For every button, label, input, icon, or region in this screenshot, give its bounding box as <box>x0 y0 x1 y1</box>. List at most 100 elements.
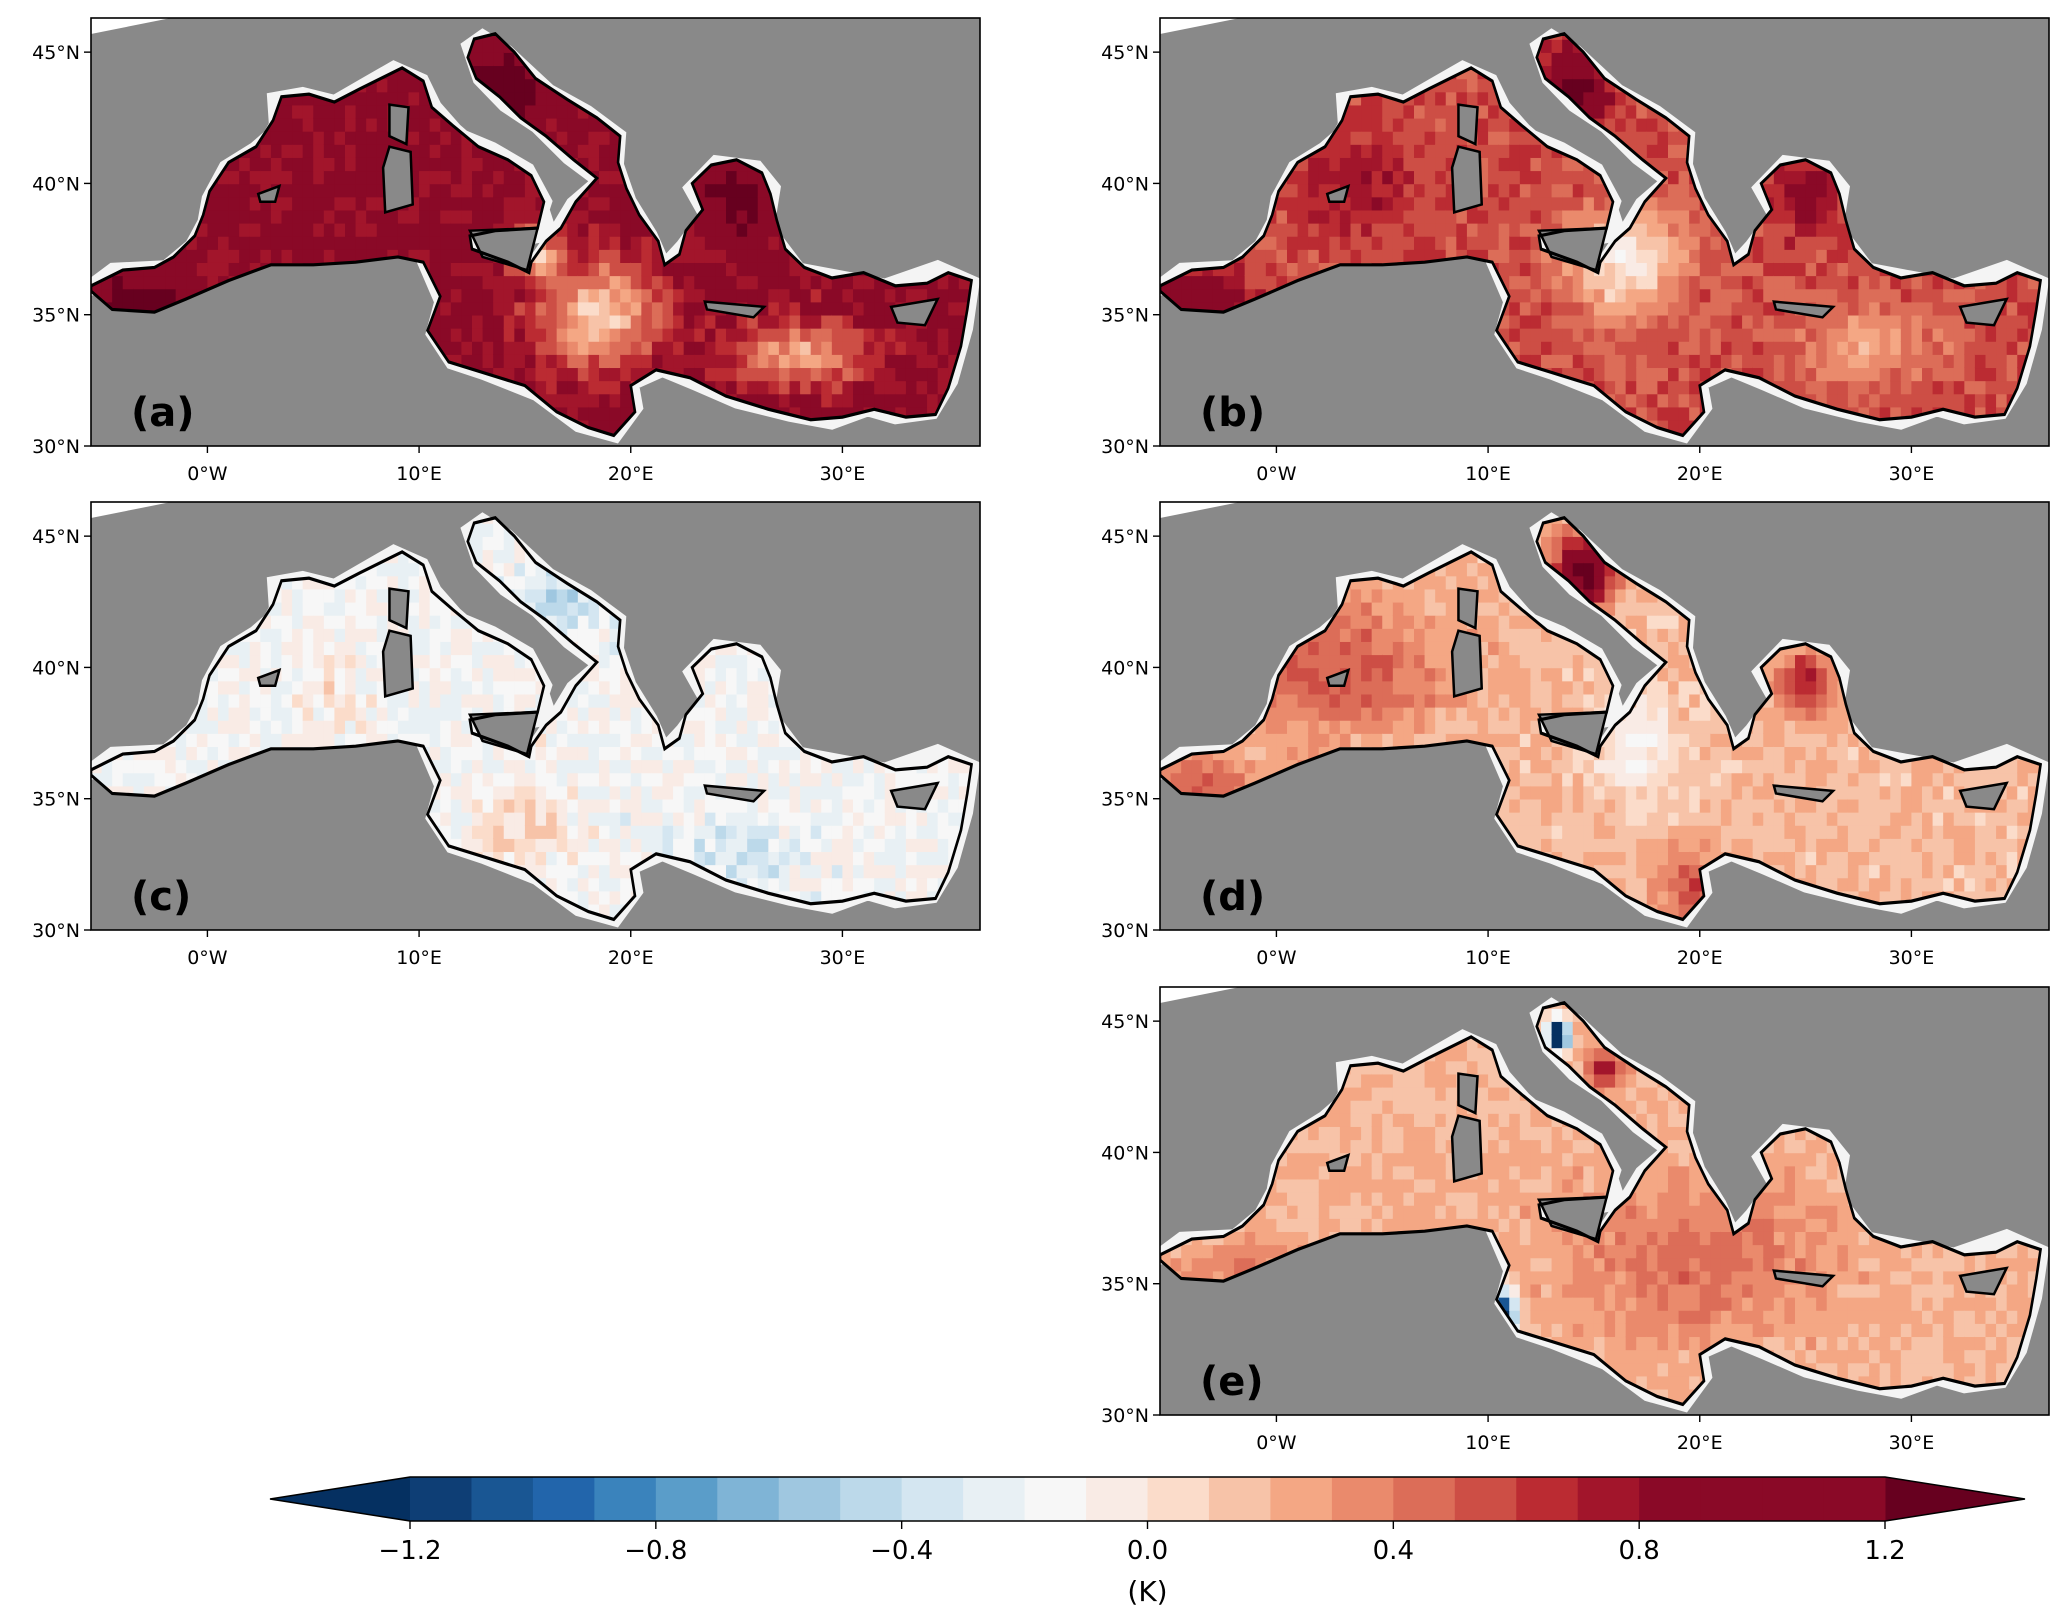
grid-cell <box>588 209 600 224</box>
grid-cell <box>694 275 706 290</box>
grid-cell <box>1403 196 1415 211</box>
grid-cell <box>863 354 875 369</box>
grid-cell <box>249 222 262 237</box>
grid-cell <box>1805 367 1817 382</box>
grid-cell <box>450 288 463 303</box>
grid-cell <box>175 275 188 290</box>
grid-cell <box>482 327 494 342</box>
grid-cell <box>757 354 770 369</box>
grid-cell <box>1371 235 1384 250</box>
grid-cell <box>1583 170 1595 185</box>
grid-cell <box>472 183 484 198</box>
grid-cell <box>281 235 293 250</box>
grid-cell <box>91 117 92 132</box>
grid-cell <box>1414 170 1426 185</box>
grid-cell <box>1509 301 1521 316</box>
grid-cell <box>546 301 558 316</box>
grid-cell <box>143 288 156 303</box>
grid-cell <box>874 314 886 329</box>
grid-cell <box>1773 196 1786 211</box>
grid-cell <box>260 157 272 172</box>
grid-cell <box>651 275 664 290</box>
grid-cell <box>1276 183 1288 198</box>
grid-cell <box>577 196 590 211</box>
grid-cell <box>1773 183 1786 198</box>
grid-cell <box>1371 157 1384 172</box>
grid-cell <box>1466 235 1479 250</box>
grid-cell <box>1668 406 1680 421</box>
grid-cell <box>1329 157 1341 172</box>
grid-cell <box>493 170 505 185</box>
panel-label: (a) <box>131 390 195 436</box>
grid-cell <box>1477 235 1489 250</box>
grid-cell <box>1816 327 1828 342</box>
grid-cell <box>260 170 272 185</box>
grid-cell <box>673 275 685 290</box>
grid-cell <box>1160 130 1161 145</box>
grid-cell <box>1678 183 1690 198</box>
grid-cell <box>609 301 621 316</box>
grid-cell <box>313 196 325 211</box>
grid-cell <box>355 209 367 224</box>
grid-cell <box>958 288 971 303</box>
grid-cell <box>662 340 674 355</box>
grid-cell <box>683 235 696 250</box>
grid-cell <box>588 144 600 158</box>
grid-cell <box>1805 196 1817 211</box>
grid-cell <box>1636 288 1648 303</box>
grid-cell <box>1466 222 1479 237</box>
grid-cell <box>980 78 991 92</box>
grid-cell <box>588 406 600 421</box>
grid-cell <box>1720 354 1733 369</box>
grid-cell <box>736 249 748 263</box>
grid-cell <box>397 65 410 80</box>
grid-cell <box>1541 183 1553 198</box>
grid-cell <box>768 301 780 316</box>
grid-cell <box>1519 222 1532 237</box>
grid-cell <box>1805 170 1817 185</box>
grid-cell <box>535 117 547 132</box>
grid-cell <box>1498 262 1511 277</box>
grid-cell <box>334 209 346 224</box>
grid-cell <box>1308 196 1320 211</box>
grid-cell <box>726 275 738 290</box>
grid-cell <box>1562 196 1574 211</box>
grid-cell <box>1350 144 1362 158</box>
grid-cell <box>503 314 516 329</box>
grid-cell <box>186 249 198 263</box>
grid-cell <box>726 249 738 263</box>
grid-cell <box>736 288 748 303</box>
grid-cell <box>1551 275 1563 290</box>
grid-cell <box>620 354 632 369</box>
grid-cell <box>1678 354 1690 369</box>
grid-cell <box>1763 183 1775 198</box>
grid-cell <box>1424 183 1436 198</box>
grid-cell <box>91 419 92 434</box>
grid-cell <box>1720 327 1733 342</box>
grid-cell <box>556 104 569 119</box>
grid-cell <box>662 301 674 316</box>
grid-cell <box>323 249 336 263</box>
grid-cell <box>1625 340 1638 355</box>
grid-cell <box>980 183 991 197</box>
grid-cell <box>1519 130 1532 145</box>
grid-cell <box>1456 235 1468 250</box>
grid-cell <box>1795 183 1807 198</box>
grid-cell <box>91 157 92 172</box>
grid-cell <box>651 327 664 342</box>
grid-cell <box>1773 275 1786 290</box>
grid-cell <box>366 104 378 119</box>
grid-cell <box>1509 170 1521 185</box>
grid-cell <box>1773 170 1786 185</box>
grid-cell <box>524 275 537 290</box>
grid-cell <box>1382 196 1394 211</box>
grid-cell <box>514 78 526 93</box>
grid-cell <box>800 393 812 408</box>
grid-cell <box>1414 222 1426 237</box>
grid-cell <box>1826 340 1839 355</box>
grid-cell <box>863 393 875 408</box>
grid-cell <box>980 65 991 79</box>
grid-cell <box>1551 301 1563 316</box>
grid-cell <box>1784 235 1796 250</box>
grid-cell <box>1816 367 1828 382</box>
